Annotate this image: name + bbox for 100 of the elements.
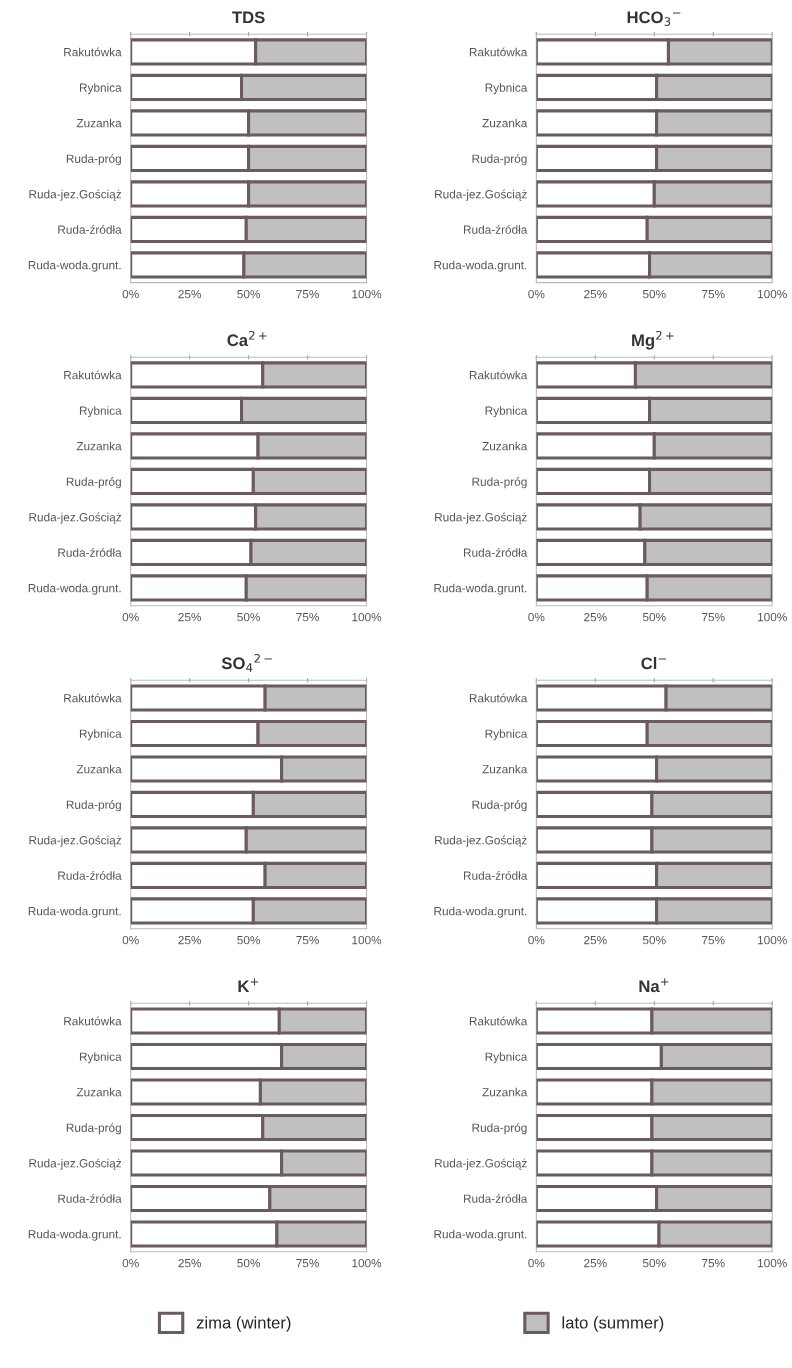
y-tick-label: Rakutówka bbox=[64, 47, 122, 57]
x-tick-label: 75% bbox=[702, 936, 725, 945]
x-tick-label: 100% bbox=[352, 1258, 382, 1268]
y-tick-label: Ruda-próg bbox=[66, 1123, 121, 1135]
x-tick-label: 50% bbox=[237, 1258, 260, 1268]
y-tick-label: Zuzanka bbox=[76, 764, 122, 774]
y-tick-label: Rybnica bbox=[485, 729, 528, 741]
x-tick-label: 100% bbox=[352, 612, 382, 622]
y-tick-label: Ruda-źródła bbox=[58, 225, 122, 234]
y-tick-label: Ruda-próg bbox=[66, 800, 121, 812]
x-tick-label: 25% bbox=[584, 1258, 607, 1268]
x-tick-label: 50% bbox=[642, 612, 666, 622]
y-tick-label: Rakutówka bbox=[64, 370, 122, 380]
y-tick-label: Ruda-próg bbox=[472, 800, 527, 812]
x-tick-label: 0% bbox=[528, 1258, 545, 1268]
y-tick-label: Ruda-próg bbox=[66, 154, 121, 166]
y-tick-label: Zuzanka bbox=[76, 441, 122, 451]
x-tick-label: 50% bbox=[237, 612, 260, 622]
y-tick-label: Zuzanka bbox=[482, 764, 528, 774]
chart-title: K$^{+}$ bbox=[238, 978, 259, 992]
y-tick-label: Ruda-woda.grunt. bbox=[434, 583, 527, 595]
y-tick-label: Rybnica bbox=[485, 1052, 528, 1064]
y-tick-label: Rakutówka bbox=[64, 1016, 122, 1026]
y-tick-label: Ruda-źródła bbox=[463, 871, 528, 880]
y-tick-label: Ruda-źródła bbox=[463, 548, 528, 557]
y-tick-label: Ruda-jez.Gościąż bbox=[29, 189, 122, 201]
chart-title: HCO$_{3}$$^{−}$ bbox=[627, 11, 681, 26]
y-tick-label: Rybnica bbox=[79, 83, 122, 95]
x-tick-label: 100% bbox=[758, 289, 787, 299]
y-tick-label: Ruda-próg bbox=[472, 154, 527, 166]
chart-title: Cl$^{−}$ bbox=[641, 656, 667, 670]
y-tick-label: Ruda-jez.Gościąż bbox=[435, 835, 527, 847]
y-tick-label: Rakutówka bbox=[469, 47, 528, 57]
x-tick-label: 100% bbox=[758, 1258, 787, 1268]
x-tick-label: 50% bbox=[237, 935, 260, 945]
x-tick-label: 75% bbox=[296, 1259, 319, 1268]
x-tick-label: 0% bbox=[122, 935, 139, 945]
y-tick-label: Ruda-jez.Gościąż bbox=[29, 1158, 122, 1170]
y-tick-label: Ruda-próg bbox=[472, 477, 527, 489]
y-tick-label: Rybnica bbox=[79, 729, 122, 741]
y-tick-label: Ruda-woda.grunt. bbox=[434, 260, 527, 272]
y-tick-label: Ruda-źródła bbox=[58, 871, 122, 880]
y-tick-label: Rakutówka bbox=[469, 693, 528, 703]
x-tick-label: 75% bbox=[702, 613, 725, 622]
y-tick-label: Ruda-źródła bbox=[463, 1194, 528, 1203]
x-tick-label: 0% bbox=[528, 935, 545, 945]
y-tick-label: Ruda-próg bbox=[472, 1123, 527, 1135]
y-tick-label: Ruda-woda.grunt. bbox=[28, 906, 121, 918]
y-tick-label: Zuzanka bbox=[76, 1087, 122, 1097]
x-tick-label: 50% bbox=[642, 935, 666, 945]
y-tick-label: Ruda-jez.Gościąż bbox=[435, 512, 527, 524]
x-tick-label: 25% bbox=[178, 935, 202, 945]
legend-label: lato (summer) bbox=[562, 1316, 664, 1332]
x-tick-label: 0% bbox=[528, 612, 545, 622]
y-tick-label: Ruda-źródła bbox=[58, 548, 122, 557]
chart-title: TDS bbox=[232, 11, 265, 24]
y-tick-label: Ruda-źródła bbox=[463, 225, 528, 234]
y-tick-label: Zuzanka bbox=[482, 1087, 528, 1097]
x-tick-label: 0% bbox=[122, 612, 139, 622]
x-tick-label: 50% bbox=[237, 289, 260, 299]
y-tick-label: Rakutówka bbox=[469, 1016, 528, 1026]
x-tick-label: 0% bbox=[122, 289, 139, 299]
x-tick-label: 100% bbox=[352, 289, 382, 299]
y-tick-label: Rybnica bbox=[79, 1052, 122, 1064]
x-tick-label: 100% bbox=[758, 935, 787, 945]
y-tick-label: Ruda-woda.grunt. bbox=[434, 906, 527, 918]
y-tick-label: Rybnica bbox=[485, 406, 528, 418]
chart-title: Mg$^{2+}$ bbox=[632, 330, 674, 350]
x-tick-label: 25% bbox=[584, 935, 607, 945]
x-tick-label: 50% bbox=[642, 1258, 666, 1268]
x-tick-label: 75% bbox=[296, 613, 319, 622]
x-tick-label: 0% bbox=[122, 1258, 139, 1268]
y-tick-label: Ruda-źródła bbox=[58, 1194, 122, 1203]
y-tick-label: Ruda-jez.Gościąż bbox=[435, 1158, 527, 1170]
chart-title: Ca$^{2+}$ bbox=[227, 330, 267, 347]
x-tick-label: 25% bbox=[178, 612, 202, 622]
y-tick-label: Ruda-woda.grunt. bbox=[434, 1229, 527, 1241]
y-tick-label: Zuzanka bbox=[76, 118, 122, 128]
legend-label: zima (winter) bbox=[196, 1316, 291, 1332]
y-tick-label: Rakutówka bbox=[469, 370, 528, 380]
x-tick-label: 100% bbox=[352, 935, 382, 945]
chart-title: SO$_{4}$$^{2−}$ bbox=[221, 653, 272, 672]
chart-title: Na$^{+}$ bbox=[639, 978, 669, 993]
x-tick-label: 25% bbox=[178, 289, 202, 299]
x-tick-label: 75% bbox=[296, 289, 319, 299]
x-tick-label: 25% bbox=[584, 612, 607, 622]
y-tick-label: Ruda-jez.Gościąż bbox=[29, 512, 122, 524]
y-tick-label: Ruda-woda.grunt. bbox=[28, 260, 121, 272]
y-tick-label: Rybnica bbox=[485, 83, 528, 95]
x-tick-label: 75% bbox=[702, 1259, 725, 1268]
x-tick-label: 75% bbox=[702, 289, 725, 299]
y-tick-label: Ruda-próg bbox=[66, 477, 121, 489]
x-tick-label: 100% bbox=[758, 612, 787, 622]
y-tick-label: Ruda-woda.grunt. bbox=[28, 1229, 121, 1241]
y-tick-label: Rakutówka bbox=[64, 693, 122, 703]
y-tick-label: Rybnica bbox=[79, 406, 122, 418]
x-tick-label: 25% bbox=[584, 289, 607, 299]
y-tick-label: Ruda-jez.Gościąż bbox=[435, 189, 527, 201]
y-tick-label: Ruda-woda.grunt. bbox=[28, 583, 121, 595]
x-tick-label: 25% bbox=[178, 1258, 202, 1268]
